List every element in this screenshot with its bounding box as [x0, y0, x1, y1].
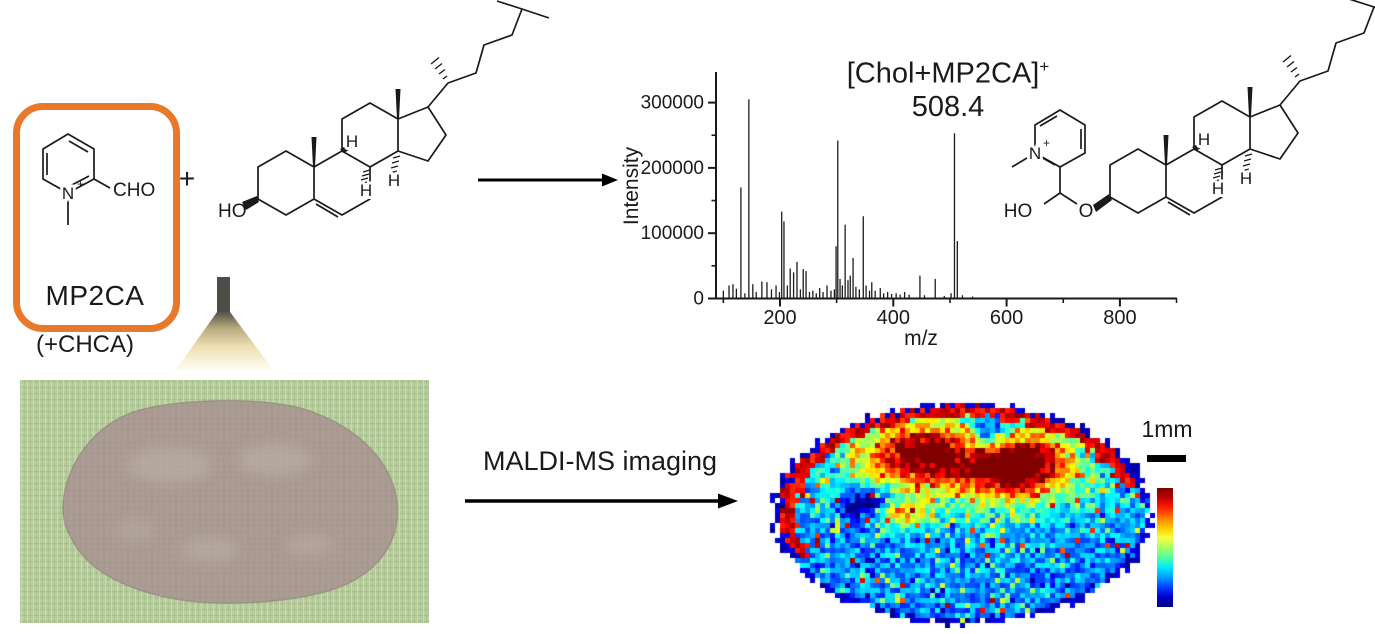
tissue-section	[62, 399, 399, 604]
hydroxyl-label: HO	[218, 201, 247, 222]
cholesterol-structure: HO	[218, 1, 549, 222]
hydroxyl-label: HO	[1004, 201, 1033, 222]
reaction-arrow	[478, 173, 618, 187]
y-axis-title: Intensity	[620, 146, 643, 225]
nitrogen-label: N	[1029, 144, 1041, 163]
charge-superscript: +	[1039, 57, 1050, 76]
x-axis-title: m/z	[904, 327, 938, 350]
msi-ion-image	[765, 393, 1155, 628]
ether-o-label: O	[1079, 201, 1094, 222]
x-tick-label: 200	[763, 307, 796, 329]
maldi-arrow-label: MALDI-MS imaging	[482, 446, 718, 476]
y-tick-label: 300000	[641, 93, 704, 114]
mp2ca-highlight-box	[13, 103, 180, 332]
mp2ca-structure: N + CHO	[42, 133, 155, 225]
maldi-arrow	[465, 493, 738, 509]
plus-sign: +	[178, 163, 196, 194]
x-tick-label: 800	[1103, 307, 1136, 329]
scale-bar	[1147, 455, 1186, 462]
spectrum-title: [Chol+MP2CA]+	[846, 57, 1050, 90]
charge-label: +	[77, 177, 84, 191]
peak-mz-annotation: 508.4	[911, 91, 985, 123]
y-tick-label: 200000	[641, 158, 704, 179]
tissue-optical-image	[20, 380, 429, 623]
matrix-name-label: MP2CA	[45, 280, 145, 311]
y-tick-label: 0	[693, 289, 704, 310]
y-tick-label: 100000	[641, 223, 704, 244]
intensity-colorbar	[1157, 488, 1173, 607]
sprayer-nozzle-icon	[175, 277, 274, 371]
scale-bar-label: 1mm	[1141, 416, 1193, 442]
x-tick-label: 600	[990, 307, 1023, 329]
product-structure: N + HO O	[1004, 0, 1375, 222]
nitrogen-label: N	[62, 184, 74, 203]
cho-label: CHO	[113, 180, 155, 201]
x-tick-label: 400	[877, 307, 910, 329]
charge-label: +	[1043, 136, 1050, 150]
matrix-additive-label: (+CHCA)	[35, 331, 134, 358]
